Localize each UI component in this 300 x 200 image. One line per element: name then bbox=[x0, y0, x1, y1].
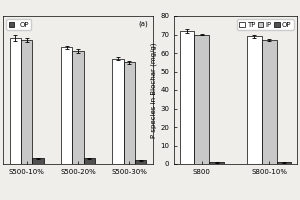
Bar bbox=[135, 160, 146, 164]
Bar bbox=[247, 36, 262, 164]
Bar bbox=[72, 51, 84, 164]
Bar bbox=[209, 162, 224, 164]
Legend: OP: OP bbox=[7, 19, 31, 30]
Bar bbox=[112, 59, 124, 164]
Legend: TP, IP, OP: TP, IP, OP bbox=[237, 19, 293, 30]
Bar bbox=[10, 38, 21, 164]
Bar bbox=[277, 162, 291, 164]
Bar bbox=[84, 158, 95, 164]
Bar bbox=[61, 47, 72, 164]
Bar bbox=[180, 31, 194, 164]
Y-axis label: P species in Biochar (mg/g): P species in Biochar (mg/g) bbox=[151, 42, 158, 138]
Bar bbox=[262, 40, 277, 164]
Text: (a): (a) bbox=[139, 20, 148, 27]
Bar bbox=[21, 40, 32, 164]
Bar bbox=[194, 34, 209, 164]
Bar bbox=[32, 158, 44, 164]
Bar bbox=[124, 62, 135, 164]
